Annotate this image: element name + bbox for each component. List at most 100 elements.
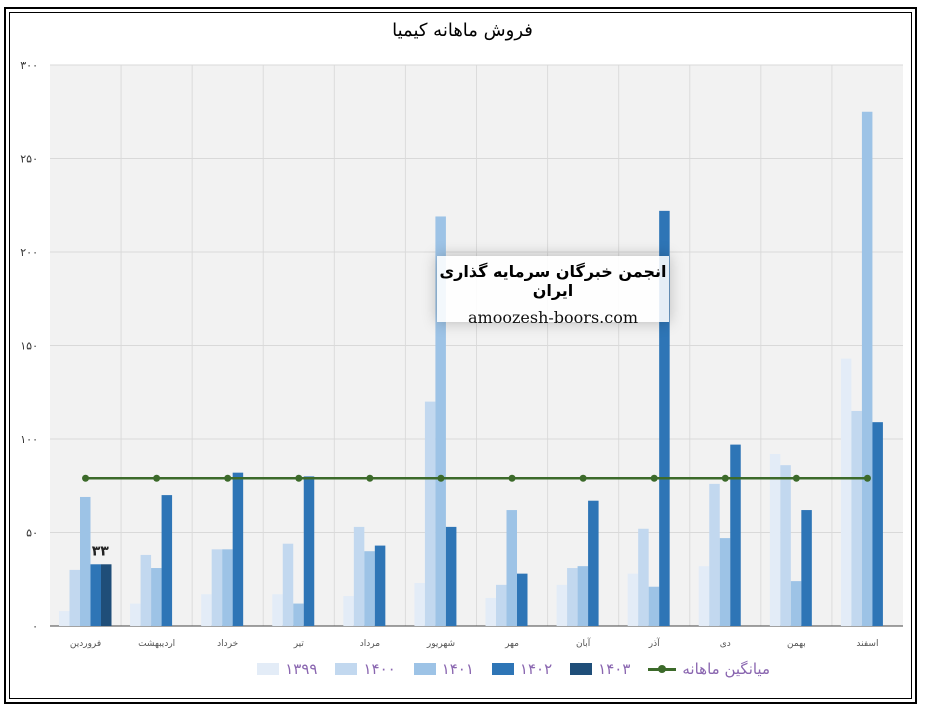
bar-0-9 [698, 566, 710, 626]
bar-3-8 [659, 210, 670, 627]
bar-1-5 [424, 401, 436, 626]
x-category-label: اسفند [856, 639, 878, 649]
chart-title: فروش ماهانه کیمیا [392, 20, 533, 41]
bar-2-7 [577, 566, 589, 626]
average-line-marker [437, 474, 445, 482]
average-line-marker [792, 474, 800, 482]
x-category-label: شهریور [426, 639, 455, 649]
data-label: ۳۳ [92, 543, 110, 559]
bar-0-6 [485, 597, 496, 626]
y-tick-label: ۲۰۰ [20, 246, 38, 259]
bar-2-3 [293, 603, 304, 626]
average-line-marker [508, 474, 516, 482]
bar-2-9 [719, 538, 731, 626]
legend-item: ۱۴۰۲ [491, 660, 553, 678]
average-line-marker [721, 474, 729, 482]
bar-2-10 [790, 581, 802, 626]
bar-3-4 [374, 545, 386, 626]
x-category-label: مهر [504, 639, 519, 649]
bar-3-5 [445, 526, 457, 626]
legend-swatch [491, 663, 514, 675]
x-category-label: آذر [648, 637, 660, 649]
bar-0-7 [556, 584, 568, 626]
legend-label: ۱۴۰۱ [441, 660, 474, 678]
legend-item: ۱۴۰۳ [570, 660, 630, 678]
x-category-label: مرداد [360, 639, 380, 649]
bar-2-11 [861, 111, 873, 626]
bar-3-3 [303, 476, 315, 626]
bar-3-0 [90, 564, 101, 626]
bar-0-11 [840, 358, 852, 626]
bar-2-2 [222, 549, 233, 626]
watermark: انجمن خبرگان سرمایه گذاری ایران amoozesh… [437, 256, 669, 327]
legend-swatch [257, 663, 280, 675]
y-tick-label: ۵۰ [26, 527, 38, 540]
average-line-marker [579, 474, 587, 482]
bar-3-10 [801, 510, 812, 626]
bar-3-6 [517, 573, 528, 626]
bar-0-4 [343, 596, 354, 626]
legend-label: ۱۴۰۰ [363, 660, 396, 678]
bar-2-4 [364, 551, 375, 626]
average-line-marker [295, 474, 303, 482]
bar-0-2 [201, 594, 212, 626]
watermark-url: amoozesh-boors.com [467, 308, 638, 327]
x-category-label: آبان [576, 637, 591, 649]
y-tick-label: ۱۵۰ [20, 340, 38, 353]
legend-item: ۱۳۹۹ [257, 660, 317, 678]
bar-2-6 [506, 510, 517, 626]
x-category-label: خرداد [217, 639, 238, 649]
bar-1-0 [69, 569, 80, 626]
y-tick-label: ۰ [32, 620, 38, 633]
bar-1-1 [140, 554, 152, 626]
legend-line-swatch [648, 664, 677, 673]
bar-0-5 [414, 582, 425, 626]
legend-label: ۱۴۰۲ [519, 660, 553, 678]
bar-2-8 [648, 586, 660, 626]
bar-0-1 [130, 603, 141, 626]
average-line-marker [650, 474, 658, 482]
x-category-label: تیر [293, 639, 305, 649]
average-line-marker [863, 474, 871, 482]
bar-3-2 [232, 472, 244, 626]
x-category-label: فروردین [70, 639, 101, 649]
legend-swatch [335, 663, 358, 675]
x-category-label: دی [720, 639, 731, 649]
bar-1-7 [567, 568, 578, 626]
x-category-label: بهمن [787, 639, 806, 649]
bar-0-10 [769, 453, 781, 626]
bar-4-0 [101, 564, 112, 626]
legend-label: ۱۳۹۹ [285, 660, 318, 678]
y-tick-label: ۳۰۰ [20, 59, 38, 72]
bar-1-11 [851, 410, 862, 626]
chart-inner-border [9, 12, 912, 699]
legend-swatch [413, 663, 436, 675]
bar-3-7 [588, 500, 599, 626]
bar-2-0 [80, 496, 91, 626]
bar-1-4 [353, 526, 365, 626]
average-line-marker [153, 474, 161, 482]
bar-1-3 [282, 543, 294, 626]
chart-outer-border [4, 7, 917, 704]
average-line-marker [82, 474, 90, 482]
bar-2-5 [435, 216, 446, 626]
bar-1-8 [638, 528, 649, 626]
bar-2-1 [151, 568, 162, 626]
bar-0-0 [59, 611, 70, 626]
y-tick-label: ۱۰۰ [20, 433, 38, 446]
chart-legend: میانگین ماهانه ۱۴۰۳ ۱۴۰۲ ۱۴۰۱ ۱۴۰۰ ۱۳۹۹ [250, 658, 770, 680]
watermark-title: انجمن خبرگان سرمایه گذاری ایران [439, 262, 667, 300]
bar-0-8 [627, 573, 639, 626]
x-category-label: اردیبهشت [138, 639, 175, 649]
bar-1-2 [211, 549, 223, 626]
bar-1-6 [496, 584, 507, 626]
bar-3-11 [872, 422, 883, 626]
bar-1-9 [709, 483, 720, 626]
y-tick-label: ۲۵۰ [20, 153, 38, 166]
average-line-marker [366, 474, 374, 482]
average-line-marker [224, 474, 232, 482]
legend-item: ۱۴۰۰ [335, 660, 396, 678]
legend-label: ۱۴۰۳ [598, 660, 631, 678]
bar-1-10 [780, 465, 791, 626]
